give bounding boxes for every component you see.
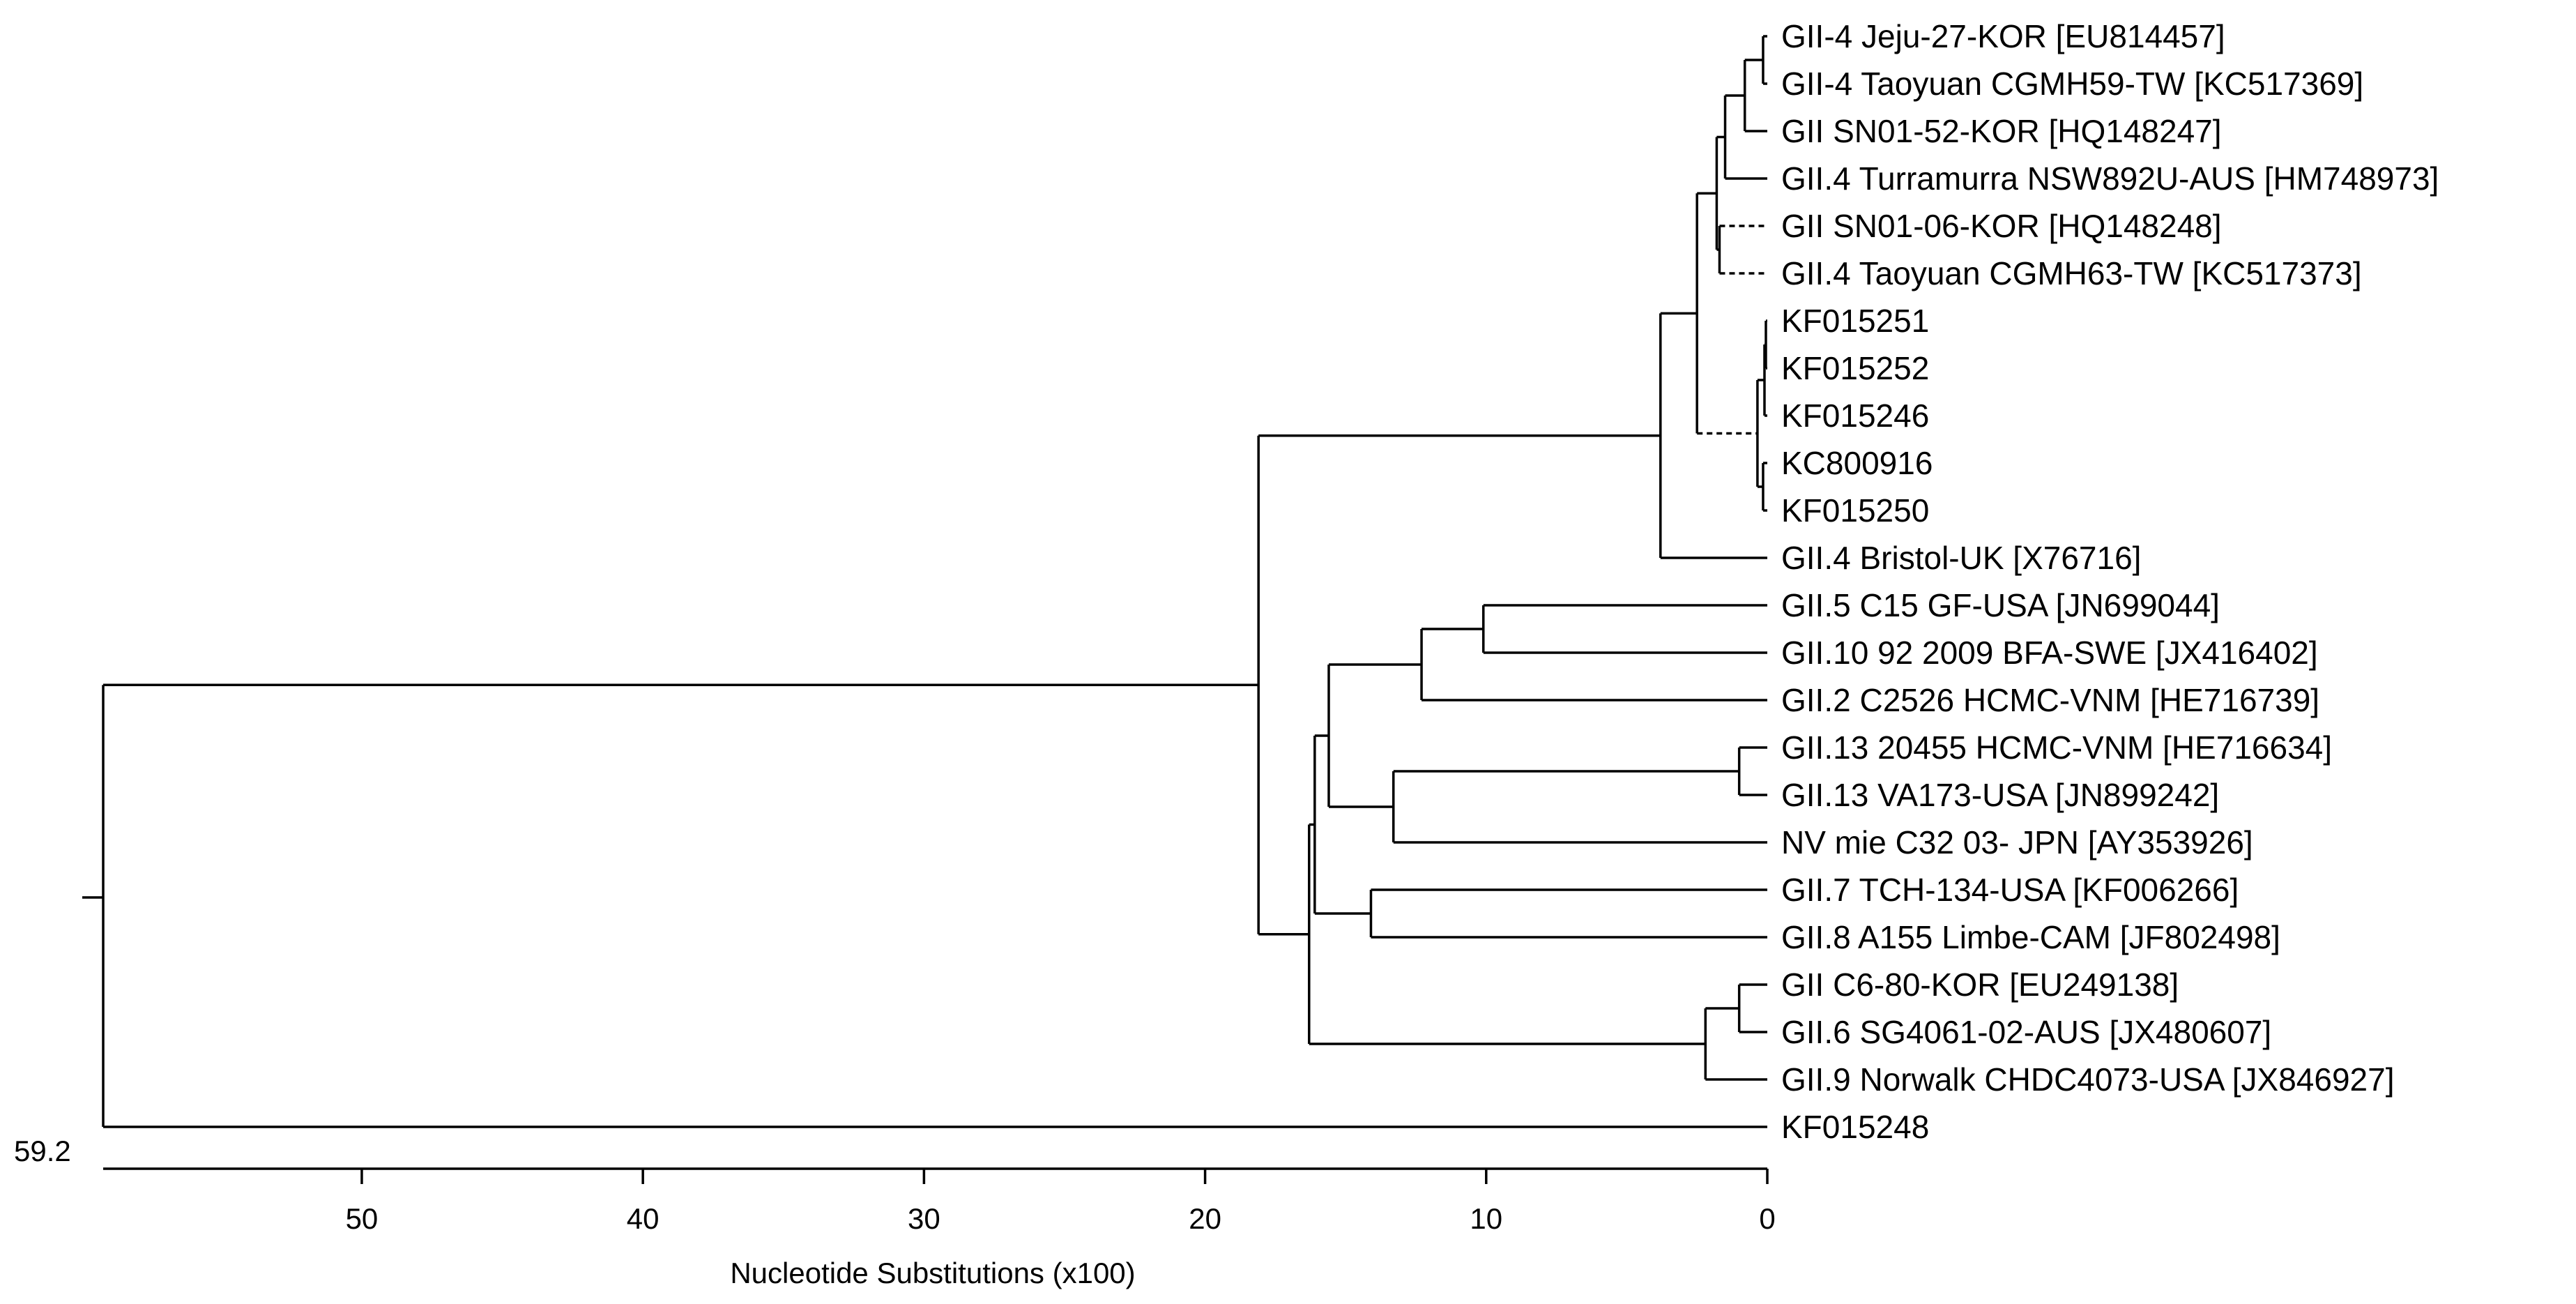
leaf-label: KF015246	[1781, 397, 1929, 434]
scale-axis: 59.2 50 40 30 20 10 0 Nucleotide Substitution…	[14, 1135, 1776, 1289]
leaf-label: GII.6 SG4061-02-AUS [JX480607]	[1781, 1014, 2271, 1050]
axis-tick-label: 30	[908, 1202, 940, 1235]
leaf-label: GII.7 TCH-134-USA [KF006266]	[1781, 872, 2239, 908]
leaf-label: GII-4 Jeju-27-KOR [EU814457]	[1781, 18, 2225, 54]
leaf-label: GII SN01-06-KOR [HQ148248]	[1781, 208, 2222, 244]
leaf-label: KF015251	[1781, 303, 1929, 339]
axis-ticks: 50 40 30 20 10 0	[346, 1169, 1776, 1235]
leaf-label: GII.4 Turramurra NSW892U-AUS [HM748973]	[1781, 160, 2439, 197]
axis-tick-label: 20	[1189, 1202, 1221, 1235]
root-depth-label: 59.2	[14, 1135, 71, 1167]
axis-title: Nucleotide Substitutions (x100)	[730, 1257, 1135, 1289]
leaf-label: GII.5 C15 GF-USA [JN699044]	[1781, 587, 2220, 623]
leaf-labels: GII-4 Jeju-27-KOR [EU814457] GII-4 Taoyua…	[1781, 18, 2439, 1145]
axis-tick-label: 0	[1759, 1202, 1775, 1235]
leaf-label: NV mie C32 03- JPN [AY353926]	[1781, 824, 2253, 861]
axis-tick-label: 10	[1470, 1202, 1502, 1235]
axis-tick-label: 50	[346, 1202, 379, 1235]
leaf-label: KF015250	[1781, 492, 1929, 529]
leaf-label: KC800916	[1781, 445, 1933, 481]
leaf-label: GII.2 C2526 HCMC-VNM [HE716739]	[1781, 682, 2319, 718]
leaf-label: GII.13 20455 HCMC-VNM [HE716634]	[1781, 729, 2332, 766]
leaf-label: GII.4 Taoyuan CGMH63-TW [KC517373]	[1781, 255, 2362, 291]
leaf-label: GII SN01-52-KOR [HQ148247]	[1781, 113, 2222, 149]
leaf-label: GII.10 92 2009 BFA-SWE [JX416402]	[1781, 635, 2318, 671]
leaf-label: GII.8 A155 Limbe-CAM [JF802498]	[1781, 919, 2280, 955]
tree-branches	[102, 35, 1767, 1128]
leaf-label: GII.4 Bristol-UK [X76716]	[1781, 540, 2141, 576]
leaf-label: KF015248	[1781, 1109, 1929, 1145]
leaf-label: GII.13 VA173-USA [JN899242]	[1781, 777, 2219, 813]
leaf-label: GII-4 Taoyuan CGMH59-TW [KC517369]	[1781, 66, 2363, 102]
axis-tick-label: 40	[627, 1202, 660, 1235]
leaf-label: GII C6-80-KOR [EU249138]	[1781, 966, 2179, 1003]
leaf-label: GII.9 Norwalk CHDC4073-USA [JX846927]	[1781, 1061, 2395, 1098]
leaf-label: KF015252	[1781, 350, 1929, 386]
